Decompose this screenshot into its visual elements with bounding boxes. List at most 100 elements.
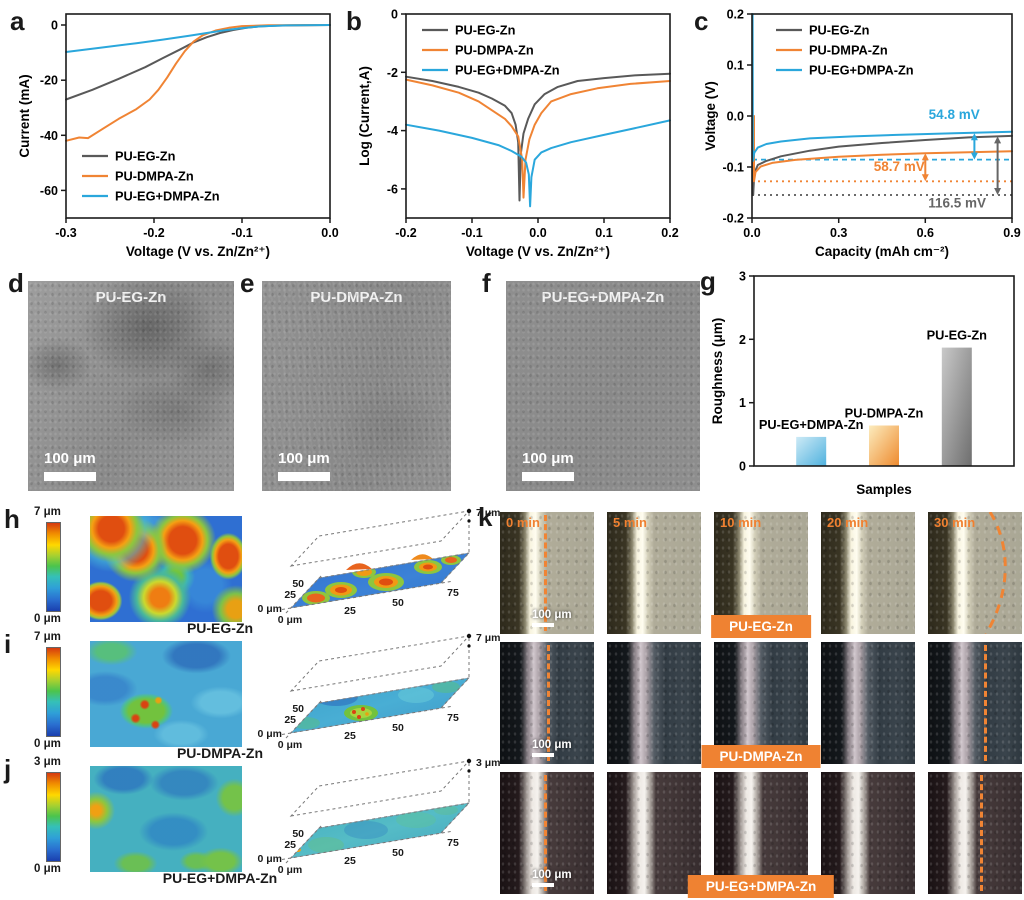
svg-text:PU-DMPA-Zn: PU-DMPA-Zn <box>809 43 888 58</box>
svg-text:7 μm: 7 μm <box>476 632 501 644</box>
svg-text:-0.3: -0.3 <box>55 226 77 240</box>
svg-text:0 μm: 0 μm <box>278 614 303 626</box>
svg-text:Samples: Samples <box>856 482 912 497</box>
scale-bar: 100 μm <box>531 869 572 887</box>
k-row-pu-eg-zn: 0 min 100 μm 5 min 10 min 20 min 30 min PU-EG-… <box>500 512 1022 638</box>
svg-text:3 μm: 3 μm <box>476 757 501 769</box>
k-micrograph-tile: 5 min <box>607 512 701 634</box>
svg-text:50: 50 <box>392 597 404 609</box>
svg-text:0.0: 0.0 <box>321 226 338 240</box>
height-colorbar <box>46 522 61 612</box>
svg-text:25: 25 <box>344 855 356 867</box>
sem-sample-label: PU-EG+DMPA-Zn <box>541 289 665 306</box>
svg-text:PU-EG+DMPA-Zn: PU-EG+DMPA-Zn <box>115 189 220 204</box>
electrode-edge-dashed-line <box>544 515 548 631</box>
svg-text:58.7 mV: 58.7 mV <box>874 159 925 174</box>
svg-text:-0.2: -0.2 <box>395 226 417 240</box>
svg-text:Voltage (V vs. Zn/Zn²⁺): Voltage (V vs. Zn/Zn²⁺) <box>126 244 270 259</box>
svg-text:50: 50 <box>292 828 304 840</box>
time-label: 0 min <box>506 515 540 530</box>
svg-text:PU-EG-Zn: PU-EG-Zn <box>115 149 176 164</box>
svg-text:0.0: 0.0 <box>529 226 546 240</box>
svg-text:PU-DMPA-Zn: PU-DMPA-Zn <box>455 43 534 58</box>
svg-text:7 μm: 7 μm <box>476 507 501 519</box>
panel-letter-k: k <box>478 502 493 532</box>
sem-image-pu-eg-dmpa-zn: PU-EG+DMPA-Zn 100 μm <box>506 281 700 491</box>
k-row-pu-dmpa-zn: 100 μm PU-DMPA-Zn <box>500 642 1022 768</box>
svg-text:Capacity (mAh cm⁻²): Capacity (mAh cm⁻²) <box>815 244 949 259</box>
k-micrograph-tile <box>607 772 701 894</box>
surface-sample-label: PU-DMPA-Zn <box>176 745 264 761</box>
height-map-pu-eg-dmpa-zn <box>90 766 242 872</box>
k-micrograph-tile: 100 μm <box>500 642 594 764</box>
k-micrograph-tile: 30 min <box>928 512 1022 634</box>
panel-letter-h: h <box>4 504 20 534</box>
k-micrograph-tile <box>714 772 808 894</box>
panel-letter-c: c <box>694 6 709 36</box>
sem-sample-label: PU-DMPA-Zn <box>310 289 403 306</box>
svg-text:0 μm: 0 μm <box>257 603 282 615</box>
svg-text:0: 0 <box>391 8 398 22</box>
svg-text:0 μm: 0 μm <box>278 864 303 876</box>
sem-image-pu-dmpa-zn: PU-DMPA-Zn 100 μm <box>262 281 451 491</box>
height-colorbar <box>46 647 61 737</box>
scale-bar: 100 μm <box>531 609 572 627</box>
svg-text:PU-EG+DMPA-Zn: PU-EG+DMPA-Zn <box>455 63 560 78</box>
svg-text:50: 50 <box>392 722 404 734</box>
svg-text:-0.1: -0.1 <box>722 161 744 175</box>
svg-text:25: 25 <box>284 589 296 601</box>
colorbar-max-label: 7 μm <box>34 631 61 643</box>
svg-text:116.5 mV: 116.5 mV <box>928 195 986 210</box>
electrode-edge-dashed-line <box>979 775 983 891</box>
svg-text:Voltage (V vs. Zn/Zn²⁺): Voltage (V vs. Zn/Zn²⁺) <box>466 244 610 259</box>
svg-text:0: 0 <box>51 19 58 33</box>
svg-text:-0.1: -0.1 <box>231 226 253 240</box>
svg-text:Current (mA): Current (mA) <box>17 74 32 157</box>
k-row-pu-eg-dmpa-zn: 100 μm PU-EG+DMPA-Zn <box>500 772 1022 898</box>
colorbar-min-label: 0 μm <box>34 738 61 750</box>
svg-text:0 μm: 0 μm <box>257 728 282 740</box>
electrode-edge-dashed-line <box>547 645 550 761</box>
panel-letter-d: d <box>8 268 24 298</box>
k-sample-label: PU-DMPA-Zn <box>701 745 821 768</box>
svg-text:-6: -6 <box>387 182 398 196</box>
sem-sample-label: PU-EG-Zn <box>95 289 167 306</box>
svg-text:2: 2 <box>739 333 746 347</box>
panel-letter-g: g <box>700 266 716 296</box>
sem-image-pu-eg-zn: PU-EG-Zn 100 μm <box>28 281 234 491</box>
svg-text:50: 50 <box>292 578 304 590</box>
svg-text:50: 50 <box>292 703 304 715</box>
nucleation-overpotential-chart: 54.8 mV 58.7 mV 116.5 mV 0.0 0.3 0.6 0.9 0.2 0.1… <box>703 8 1021 260</box>
svg-text:0.1: 0.1 <box>595 226 612 240</box>
svg-text:0.2: 0.2 <box>727 8 744 22</box>
height-colorbar <box>46 772 61 862</box>
svg-text:50: 50 <box>392 847 404 859</box>
panel-k-grid: 0 min 100 μm 5 min 10 min 20 min 30 min PU-EG-… <box>500 512 1022 900</box>
surface-sample-label: PU-EG+DMPA-Zn <box>162 870 278 886</box>
svg-text:0.6: 0.6 <box>917 226 934 240</box>
svg-text:-4: -4 <box>387 124 398 138</box>
svg-text:0.0: 0.0 <box>743 226 760 240</box>
scale-bar: 100 μm <box>44 450 96 481</box>
time-label: 30 min <box>934 515 976 530</box>
svg-text:0.1: 0.1 <box>727 59 744 73</box>
svg-text:25: 25 <box>344 730 356 742</box>
k-micrograph-tile: 0 min 100 μm <box>500 512 594 634</box>
panel-letter-a: a <box>10 6 25 36</box>
surface-3d-pu-dmpa-zn: 0 μm 25 50 75 0 μm 25 50 7 μm <box>257 632 500 751</box>
colorbar-min-label: 0 μm <box>34 863 61 875</box>
svg-text:-2: -2 <box>387 66 398 80</box>
scale-bar: 100 μm <box>531 739 572 757</box>
svg-text:0 μm: 0 μm <box>278 739 303 751</box>
svg-text:PU-EG-Zn: PU-EG-Zn <box>927 328 988 343</box>
k-micrograph-tile: 20 min <box>821 512 915 634</box>
k-micrograph-tile <box>821 642 915 764</box>
panel-letter-f: f <box>482 268 491 298</box>
time-label: 10 min <box>720 515 762 530</box>
svg-text:Log (Current,A): Log (Current,A) <box>357 66 372 166</box>
time-label: 5 min <box>613 515 647 530</box>
svg-text:75: 75 <box>447 837 459 849</box>
height-map-pu-eg-zn <box>90 516 242 622</box>
electrode-edge-dashed-line <box>984 645 988 761</box>
svg-text:-0.1: -0.1 <box>461 226 483 240</box>
